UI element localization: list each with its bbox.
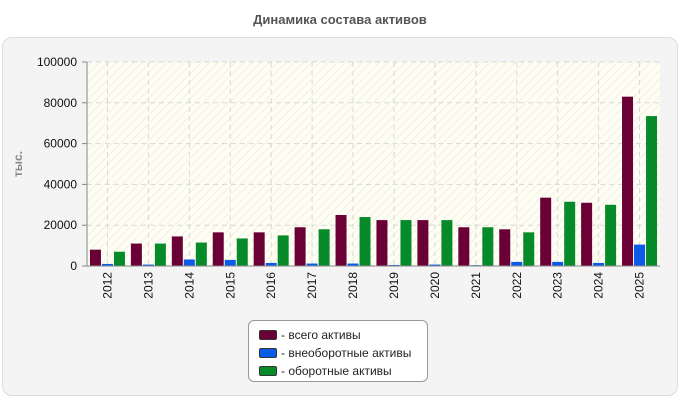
legend: - всего активы - внеоборотные активы - о… <box>248 320 428 382</box>
legend-item: - внеоборотные активы <box>259 344 427 362</box>
x-tick-label: 2018 <box>346 272 360 299</box>
x-tick-label: 2020 <box>428 272 442 299</box>
x-tick-label: 2022 <box>510 272 524 299</box>
x-tick-label: 2024 <box>592 272 606 299</box>
bar <box>113 251 125 266</box>
bar <box>277 235 289 266</box>
bar <box>593 262 605 266</box>
bar <box>183 259 195 266</box>
x-tick-label: 2021 <box>469 272 483 299</box>
x-tick-label: 2012 <box>100 272 114 299</box>
y-tick-label: 80000 <box>44 96 78 110</box>
legend-label-total: - всего активы <box>281 328 361 342</box>
bar <box>376 220 388 266</box>
bar <box>236 238 248 266</box>
bar <box>482 227 494 266</box>
bar <box>564 201 576 266</box>
bar <box>347 263 359 266</box>
bars-group <box>89 96 658 267</box>
y-axis-label: тыс. <box>11 151 25 177</box>
x-tick-label: 2017 <box>305 272 319 299</box>
legend-swatch-total <box>259 330 277 340</box>
y-tick-label: 0 <box>70 259 77 273</box>
bar <box>253 232 265 266</box>
bar <box>195 242 207 266</box>
bar <box>646 116 658 266</box>
x-tick-label: 2013 <box>141 272 155 299</box>
x-tick-labels: 2012 2013 2014 2015 2016 2017 2018 2019 2020 2021… <box>100 272 646 299</box>
legend-item: - оборотные активы <box>259 362 427 380</box>
axes <box>82 61 660 267</box>
bar <box>130 243 142 266</box>
legend-swatch-noncurrent <box>259 348 277 358</box>
legend-swatch-current <box>259 366 277 376</box>
y-tick-label: 20000 <box>44 218 78 232</box>
legend-label-noncurrent: - внеоборотные активы <box>281 346 412 360</box>
bar <box>523 232 535 266</box>
bar <box>417 220 429 266</box>
bar <box>388 264 400 266</box>
bar <box>171 236 183 266</box>
y-tick-label: 60000 <box>44 137 78 151</box>
bar <box>142 264 154 266</box>
bar <box>335 215 347 266</box>
bar <box>89 249 101 266</box>
y-tick-labels: 0 20000 40000 60000 80000 100000 <box>37 55 77 273</box>
x-tick-label: 2015 <box>223 272 237 299</box>
bar <box>318 229 330 266</box>
bar <box>581 202 593 266</box>
bar <box>265 262 277 266</box>
bar <box>511 261 523 266</box>
legend-item: - всего активы <box>259 326 427 344</box>
bar <box>101 263 113 266</box>
bar <box>605 204 617 266</box>
bar <box>622 96 634 267</box>
y-tick-label: 40000 <box>44 177 78 191</box>
bar <box>552 261 564 266</box>
bar <box>400 220 412 266</box>
bar <box>154 243 166 266</box>
bar <box>212 232 224 266</box>
x-tick-label: 2016 <box>264 272 278 299</box>
bar <box>294 227 306 266</box>
bar <box>458 227 470 266</box>
chart-title: Динамика состава активов <box>253 12 427 27</box>
bar <box>441 220 453 266</box>
x-tick-label: 2025 <box>633 272 647 299</box>
x-tick-label: 2014 <box>182 272 196 299</box>
bar <box>224 259 236 266</box>
y-tick-label: 100000 <box>37 55 77 69</box>
bar <box>634 244 646 266</box>
legend-label-current: - оборотные активы <box>281 364 392 378</box>
x-tick-label: 2023 <box>551 272 565 299</box>
x-tick-label: 2019 <box>387 272 401 299</box>
bar <box>499 229 511 266</box>
bar <box>429 264 441 266</box>
bar <box>540 197 552 266</box>
bar <box>359 217 371 266</box>
bar <box>306 263 318 266</box>
